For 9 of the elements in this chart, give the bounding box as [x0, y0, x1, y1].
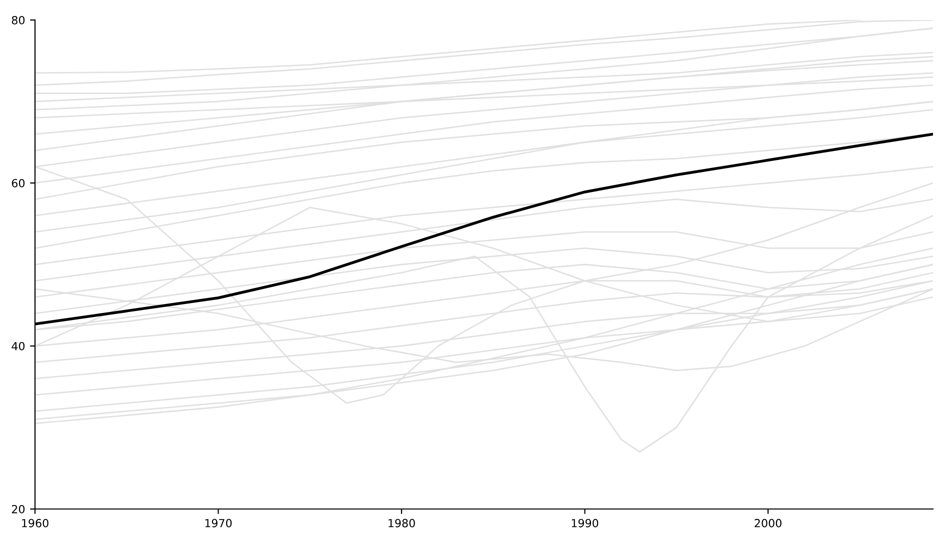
- y-tick-label: 20: [12, 504, 25, 514]
- y-tick-label: 40: [12, 342, 25, 350]
- y-tick-label: 60: [12, 178, 25, 188]
- x-tick-label: 1970: [205, 518, 232, 528]
- x-tick-label: 1960: [22, 518, 48, 528]
- y-tick-label: 80: [12, 16, 25, 24]
- x-tick-label: 2000: [754, 518, 782, 528]
- x-tick-label: 1980: [388, 518, 415, 528]
- x-tick-label: 1990: [572, 518, 598, 528]
